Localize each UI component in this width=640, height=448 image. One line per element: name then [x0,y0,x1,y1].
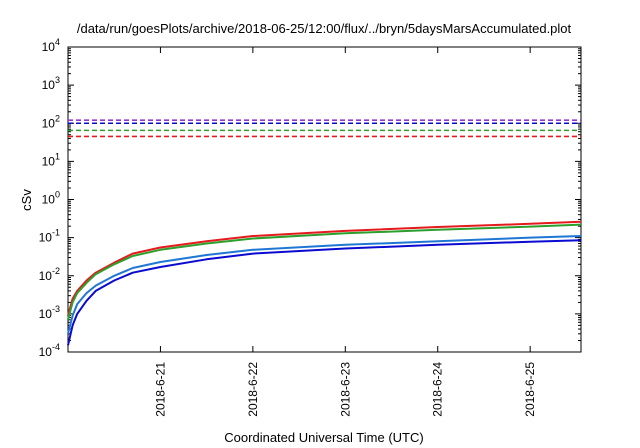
y-tick-exponent: -4 [52,342,60,352]
y-tick-base: 10 [39,269,53,283]
x-tick-label: 2018-6-23 [338,362,352,417]
x-tick-label: 2018-6-21 [153,362,167,417]
y-axis-label: cSv [19,189,34,211]
y-tick-exponent: -1 [52,228,60,238]
y-tick-base: 10 [42,193,56,207]
series-lines [67,220,582,346]
y-tick-label: 101 [42,151,60,168]
y-tick-exponent: 4 [55,37,60,47]
x-tick-label: 2018-6-24 [431,362,445,417]
y-tick-base: 10 [42,78,56,92]
series-line-3 [67,235,582,335]
chart-title: /data/run/goesPlots/archive/2018-06-25/1… [77,21,572,36]
y-tick-label: 10-3 [39,304,60,321]
y-tick-label: 102 [42,113,60,130]
series-line-4 [67,239,582,346]
y-tick-base: 10 [39,231,53,245]
x-axis-ticks: 2018-6-21 2018-6-22 2018-6-23 2018-6-24 2018… [153,47,537,417]
y-tick-base: 10 [39,345,53,359]
y-tick-exponent: 0 [55,190,60,200]
series-line-2 [67,223,582,321]
y-tick-exponent: 2 [55,113,60,123]
y-tick-label: 104 [42,37,60,54]
x-axis-label: Coordinated Universal Time (UTC) [224,430,423,445]
y-tick-base: 10 [42,116,56,130]
y-tick-exponent: 3 [55,75,60,85]
y-tick-label: 103 [42,75,60,92]
y-tick-label: 100 [42,190,60,207]
plot-area [67,46,582,353]
series-line-1 [67,220,582,316]
y-tick-exponent: -3 [52,304,60,314]
x-tick-label: 2018-6-22 [246,362,260,417]
y-tick-label: 10-2 [39,266,60,283]
x-tick-label: 2018-6-25 [523,362,537,417]
y-tick-base: 10 [42,40,56,54]
y-tick-label: 10-4 [39,342,60,359]
reference-lines [68,119,581,138]
y-tick-base: 10 [42,154,56,168]
y-tick-exponent: 1 [55,151,60,161]
y-tick-base: 10 [39,307,53,321]
y-tick-exponent: -2 [52,266,60,276]
y-tick-label: 10-1 [39,228,60,245]
